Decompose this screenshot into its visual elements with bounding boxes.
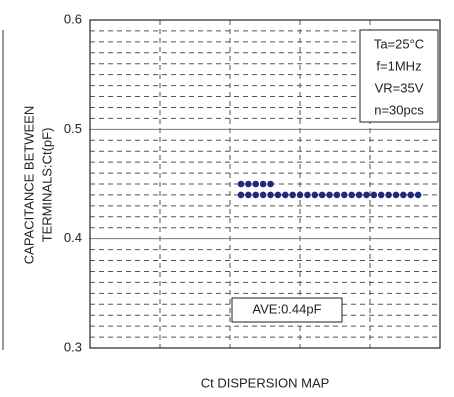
chart-title: Ct DISPERSION MAP [201, 375, 330, 390]
y-tick-label: 0.6 [64, 11, 82, 26]
dot [370, 191, 378, 199]
dot [363, 191, 370, 199]
dot [400, 191, 407, 199]
dot [414, 191, 422, 199]
condition: Ta=25°C [374, 36, 424, 51]
dot [355, 191, 363, 199]
dot [385, 191, 392, 199]
y-tick-label: 0.5 [64, 121, 82, 136]
dot [237, 191, 245, 199]
condition: n=30pcs [374, 102, 424, 117]
dot [296, 191, 304, 199]
dot [289, 191, 296, 199]
dot [348, 191, 356, 199]
conditions-box [359, 29, 439, 123]
plot-frame [89, 19, 441, 349]
y-tick-label: 0.4 [64, 230, 82, 245]
dot [259, 180, 267, 188]
dot [252, 180, 260, 188]
dot [237, 180, 245, 188]
condition: f=1MHz [376, 58, 421, 73]
y-tick-label: 0.3 [64, 339, 82, 354]
dot [407, 191, 415, 199]
average-label: AVE:0.44pF [252, 301, 321, 316]
y-axis-label: TERMINALS:Ct(pF) [39, 128, 54, 243]
dot [377, 191, 385, 199]
dot [245, 180, 252, 188]
average-box [231, 297, 343, 323]
dot [392, 191, 400, 199]
dot [304, 191, 311, 199]
dot [259, 191, 267, 199]
dot [281, 191, 289, 199]
dot [311, 191, 319, 199]
dots [237, 180, 422, 199]
dot [333, 191, 341, 199]
dot [274, 191, 282, 199]
y-axis-label: CAPACITANCE BETWEEN [21, 106, 36, 264]
condition: VR=35V [375, 80, 424, 95]
dot [245, 191, 252, 199]
dot [318, 191, 326, 199]
dot [252, 191, 260, 199]
dot [326, 191, 333, 199]
dot [341, 191, 348, 199]
dot [267, 191, 274, 199]
dot [267, 180, 274, 188]
